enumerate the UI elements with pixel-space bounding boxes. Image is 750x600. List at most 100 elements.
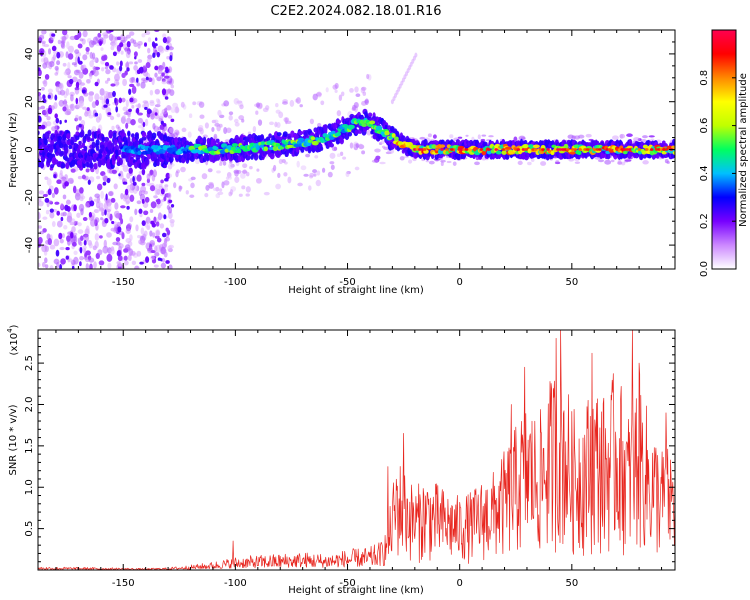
spectrogram-cell bbox=[319, 146, 324, 151]
spectrogram-cell bbox=[38, 115, 42, 123]
spectrogram-cell bbox=[155, 98, 160, 103]
spectrogram-cell bbox=[90, 168, 95, 173]
spectrogram-cell bbox=[556, 148, 560, 151]
spectrogram-cell bbox=[129, 97, 134, 103]
spectrogram-cell bbox=[45, 209, 50, 215]
spectrogram-cell bbox=[77, 175, 83, 180]
spectrogram-cell bbox=[122, 78, 128, 87]
spectrogram-cell bbox=[282, 101, 288, 105]
spectrogram-cell bbox=[129, 177, 133, 184]
spectrogram-cell bbox=[625, 148, 629, 151]
spectrogram-cell bbox=[122, 115, 126, 119]
spectrogram-cell bbox=[126, 40, 131, 48]
spectrogram-cell bbox=[134, 133, 140, 141]
spectrogram-cell bbox=[59, 246, 65, 251]
spectrogram-cell bbox=[255, 145, 260, 151]
spectrogram-cell bbox=[38, 236, 43, 244]
spectrogram-cell bbox=[127, 135, 131, 144]
spectrogram-cell bbox=[374, 148, 381, 153]
spectrogram-cell bbox=[82, 54, 88, 61]
spectrogram-cell bbox=[88, 91, 95, 96]
snr-x-tick-label: -100 bbox=[224, 578, 247, 589]
spectrogram-cell bbox=[126, 117, 132, 124]
spectrogram-cell bbox=[143, 230, 148, 237]
spectrogram-cell bbox=[161, 88, 167, 96]
spectrogram-cell bbox=[40, 160, 44, 169]
spectrogram-cell bbox=[121, 97, 126, 103]
spectrogram-cell bbox=[105, 69, 111, 75]
spectrogram-cell bbox=[149, 101, 155, 107]
spectrogram-cell bbox=[430, 153, 435, 160]
spectrogram-cell bbox=[67, 61, 71, 70]
snr-x-label: Height of straight line (km) bbox=[288, 585, 424, 596]
spectrogram-cell bbox=[633, 137, 640, 142]
spectrogram-cell bbox=[354, 166, 360, 171]
spectrogram-cell bbox=[89, 51, 93, 59]
spectrogram-cell bbox=[145, 62, 151, 69]
spectrogram-cell bbox=[66, 133, 71, 140]
spectrogram-cell bbox=[187, 131, 192, 138]
spectrogram-cell bbox=[208, 181, 214, 186]
spectrogram-cell bbox=[47, 238, 52, 246]
spectrogram-cell bbox=[124, 47, 130, 51]
spectrogram-cell bbox=[566, 148, 570, 151]
spectrogram-cell bbox=[142, 121, 146, 128]
spectrogram-cell bbox=[129, 234, 133, 242]
spectrogram-cell bbox=[111, 125, 115, 131]
spectrogram-cell bbox=[664, 148, 669, 151]
spectrogram-cell bbox=[297, 130, 303, 136]
spectrogram-cell bbox=[269, 121, 274, 126]
spectrogram-cell bbox=[118, 173, 121, 177]
spectrogram-cell bbox=[130, 250, 136, 256]
snr-multiplier-base: (x10 bbox=[9, 333, 20, 356]
spectrogram-cell bbox=[131, 260, 137, 265]
spectrogram-cell bbox=[54, 201, 60, 205]
spectrogram-cell bbox=[296, 160, 300, 168]
spectrogram-cell bbox=[143, 42, 148, 47]
spectrogram-cell bbox=[287, 176, 292, 184]
spectrogram-cell bbox=[102, 248, 106, 253]
spectrogram-cell bbox=[138, 67, 141, 74]
spectrogram-cell bbox=[53, 124, 58, 132]
spectrogram-cell bbox=[139, 261, 144, 265]
spectrogram-cell bbox=[479, 148, 484, 151]
spectrogram-cell bbox=[185, 190, 189, 195]
spectrogram-cell bbox=[124, 62, 130, 69]
spectrogram-cell bbox=[649, 148, 654, 151]
spectrogram-cell bbox=[42, 193, 48, 198]
spectrogram-cell bbox=[140, 185, 147, 193]
spectrogram-cell bbox=[73, 256, 79, 265]
spectrogram-cell bbox=[122, 165, 129, 172]
spectrogram-cell bbox=[38, 67, 41, 72]
spectrogram-cell bbox=[38, 262, 41, 268]
spectrogram-cell bbox=[86, 107, 90, 112]
spectrogram-cell bbox=[64, 204, 69, 211]
spectrogram-cell bbox=[642, 135, 648, 139]
spectrogram-cell bbox=[38, 225, 42, 229]
spectrogram-cell bbox=[661, 150, 667, 155]
spectrogram-cell bbox=[219, 149, 226, 155]
spectrogram-cell bbox=[110, 45, 115, 51]
spectrogram-cell bbox=[379, 161, 386, 165]
spectrogram-cell bbox=[180, 101, 185, 108]
spectrogram-cell bbox=[207, 168, 213, 173]
spectrogram-cell bbox=[325, 87, 329, 93]
spectrogram-cell bbox=[305, 153, 311, 158]
spectrogram-cell bbox=[160, 262, 167, 269]
spectrogram-cell bbox=[131, 85, 137, 94]
spectrogram-cell bbox=[327, 171, 333, 178]
spectrogram-cell bbox=[94, 71, 100, 76]
spectrogram-cell bbox=[654, 148, 659, 151]
spectrogram-cell bbox=[79, 197, 84, 202]
spectrogram-cell bbox=[170, 118, 175, 123]
spectrogram-cell bbox=[77, 43, 83, 49]
spectrogram-cell bbox=[154, 88, 160, 95]
spectrogram-cell bbox=[532, 144, 540, 149]
spectrogram-cell bbox=[245, 171, 250, 177]
spectrogram-cell bbox=[134, 61, 138, 65]
spectrogram-cell bbox=[38, 159, 41, 166]
spectrogram-cell bbox=[128, 88, 132, 95]
spectrogram-cell bbox=[222, 160, 227, 166]
spectrogram-y-tick-label: -40 bbox=[24, 237, 35, 253]
spectrogram-cell bbox=[577, 150, 582, 156]
